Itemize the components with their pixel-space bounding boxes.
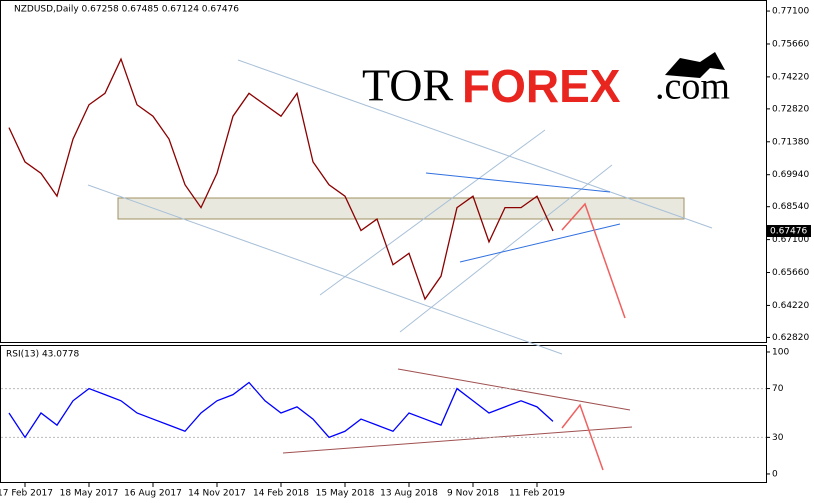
y-tick-label: 0.65660 <box>772 268 809 278</box>
x-tick-label: 16 Aug 2017 <box>124 489 182 499</box>
price-line <box>8 381 554 439</box>
zone <box>117 197 685 220</box>
x-tick-label: 9 Nov 2018 <box>447 489 499 499</box>
rsi-title: RSI(13) 43.0778 <box>6 350 79 360</box>
logo: TOR FOREX .com <box>362 52 730 112</box>
price-line <box>8 57 554 301</box>
logo-left: TOR <box>362 60 453 111</box>
arrow <box>561 403 604 471</box>
x-tick-label: 15 May 2018 <box>316 489 375 499</box>
triangle-line <box>459 223 621 263</box>
x-tick-label: 14 Feb 2018 <box>253 489 309 499</box>
price-label-bg <box>767 225 811 238</box>
main-frame <box>0 0 767 343</box>
channel-line <box>87 184 563 355</box>
y-tick-label: 30 <box>772 433 784 443</box>
x-tick-label: 17 Feb 2017 <box>0 489 53 499</box>
triangle-line <box>425 172 611 193</box>
y-tick-label: 0.77100 <box>772 7 809 17</box>
y-tick-label: 0.68540 <box>772 202 809 212</box>
x-tick-label: 13 Aug 2018 <box>380 489 438 499</box>
x-tick-label: 11 Feb 2019 <box>509 489 565 499</box>
price-label: 0.67476 <box>770 227 807 237</box>
logo-bull <box>665 52 725 78</box>
y-tick-label: 0.75660 <box>772 39 809 49</box>
rsi-line <box>282 426 633 454</box>
channel-line <box>319 129 546 296</box>
annotations <box>87 59 713 471</box>
arrow <box>561 202 626 319</box>
main-title: NZDUSD,Daily 0.67258 0.67485 0.67124 0.6… <box>14 5 239 15</box>
y-tick-label: 0.67100 <box>772 235 809 245</box>
y-tick-label: 70 <box>772 384 784 394</box>
y-tick-label: 0.71380 <box>772 137 809 147</box>
y-tick-label: 100 <box>772 347 789 357</box>
rsi-frame <box>0 345 767 483</box>
y-tick-label: 0 <box>772 469 778 479</box>
y-tick-label: 0.64220 <box>772 301 809 311</box>
y-tick-label: 0.72820 <box>772 104 809 114</box>
y-tick-label: 0.62820 <box>772 333 809 343</box>
x-tick-label: 14 Nov 2017 <box>188 489 246 499</box>
logo-middle: FOREX <box>462 60 621 112</box>
rsi-line <box>397 368 631 411</box>
channel-line <box>237 59 713 229</box>
y-tick-label: 0.69940 <box>772 170 809 180</box>
channel-line <box>399 164 613 333</box>
y-tick-label: 0.74220 <box>772 72 809 82</box>
x-tick-label: 18 May 2017 <box>60 489 119 499</box>
